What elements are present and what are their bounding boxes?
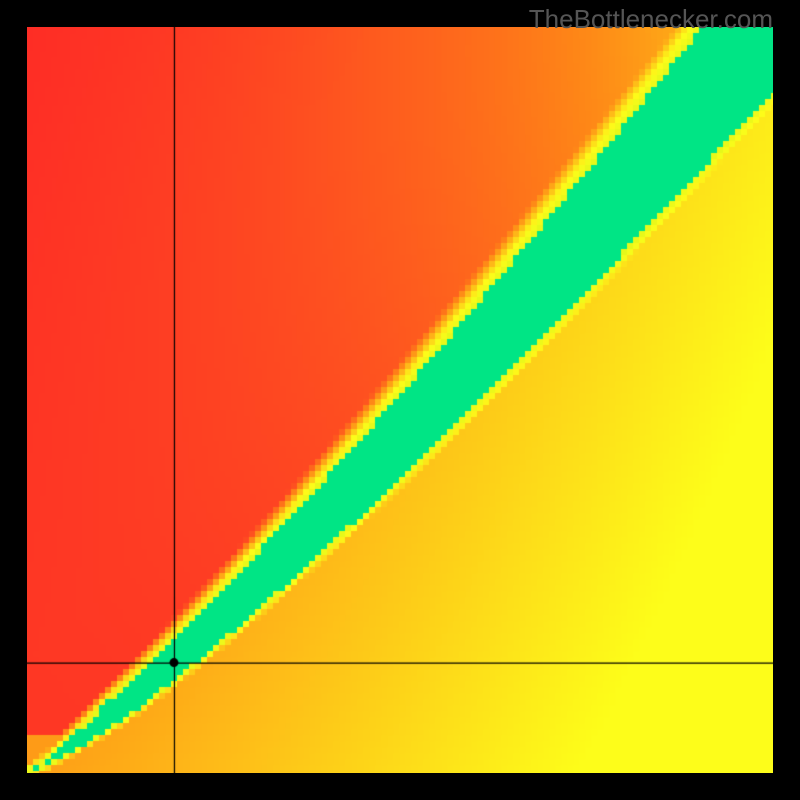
frame-border-bottom (0, 773, 800, 800)
frame-border-left (0, 0, 27, 800)
bottleneck-heatmap (27, 27, 773, 773)
frame-border-right (773, 0, 800, 800)
watermark-text: TheBottlenecker.com (529, 4, 773, 35)
